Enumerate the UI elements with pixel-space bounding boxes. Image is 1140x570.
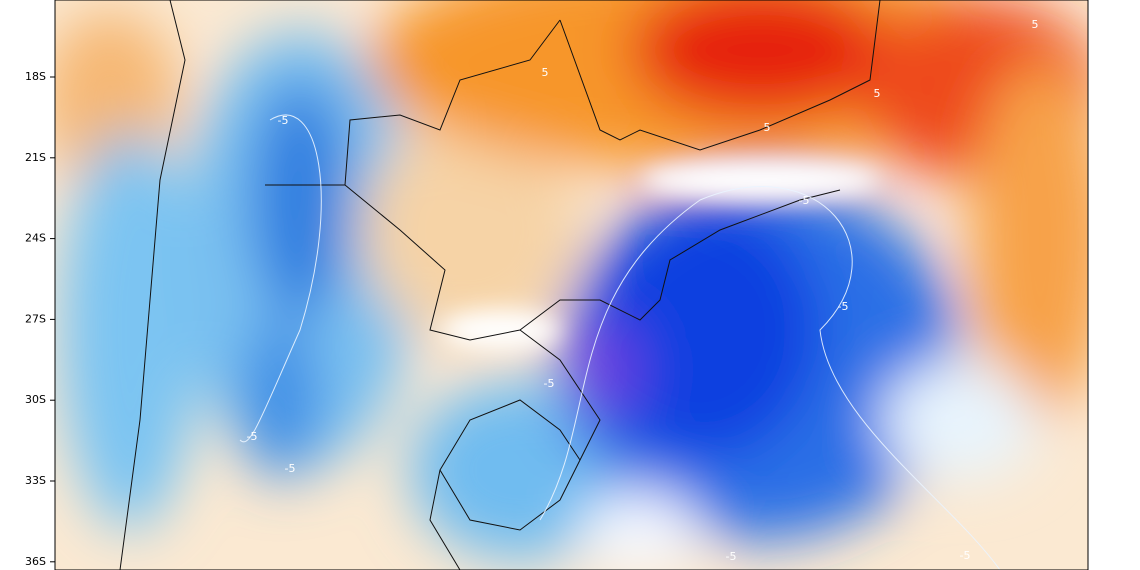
contour-label: -5	[838, 300, 849, 313]
contour-label: 5	[874, 87, 881, 100]
contour-label: -5	[278, 114, 289, 127]
borders	[119, 0, 881, 570]
latitude-label: 18S	[25, 70, 46, 83]
latitude-label: 27S	[25, 312, 46, 325]
contour-label: -5	[799, 194, 810, 207]
contour-label: -5	[544, 377, 555, 390]
anomaly-field	[55, 0, 1088, 570]
contour-label: -5	[726, 550, 737, 563]
contour-label: 5	[542, 66, 549, 79]
contour-label: -5	[285, 462, 296, 475]
contour-label: -5	[960, 549, 971, 562]
latitude-label: 33S	[25, 474, 46, 487]
contour-label: -5	[247, 430, 258, 443]
map-frame	[54, 0, 1089, 570]
contour-label: 5	[1032, 18, 1039, 31]
latitude-label: 21S	[25, 151, 46, 164]
contours	[239, 114, 1001, 570]
latitude-label: 36S	[25, 555, 46, 568]
contour-label: 5	[764, 121, 771, 134]
latitude-label: 30S	[25, 393, 46, 406]
latitude-label: 24S	[25, 232, 46, 245]
